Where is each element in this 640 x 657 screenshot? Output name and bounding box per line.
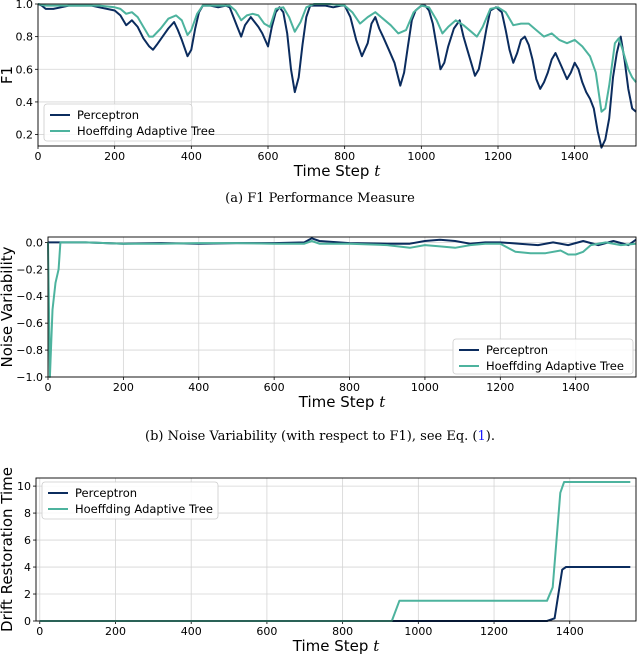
- y-tick-label: −0.8: [16, 344, 43, 357]
- x-tick-label: 400: [188, 381, 209, 394]
- y-axis-label: Noise Variability: [0, 246, 16, 367]
- series-line-hat: [37, 3, 637, 113]
- y-tick-label: 0.8: [16, 31, 34, 44]
- legend-box: [43, 103, 193, 142]
- x-tick-label: 400: [181, 625, 202, 638]
- y-tick-label: −1.0: [16, 371, 43, 384]
- x-tick-label: 600: [258, 150, 279, 163]
- x-tick-label: 0: [35, 150, 42, 163]
- legend-label: Perceptron: [77, 108, 139, 122]
- x-tick-label: 400: [181, 150, 202, 163]
- y-tick-label: 2: [24, 588, 31, 601]
- y-tick-label: 0.6: [16, 63, 34, 76]
- legend: Perceptron Hoeffding Adaptive Tree: [452, 338, 634, 375]
- y-axis-label: F1: [0, 66, 16, 84]
- y-tick-label: 0.2: [16, 129, 34, 142]
- x-tick-label: 800: [332, 625, 353, 638]
- y-tick-label: −0.4: [16, 290, 43, 303]
- y-tick-label: 4: [24, 561, 31, 574]
- x-axis-variable: t: [379, 393, 386, 411]
- x-tick-label: 1200: [484, 150, 512, 163]
- plot-frame: [35, 477, 637, 622]
- x-axis-label: Time Step t: [298, 393, 386, 411]
- y-tick-label: −0.2: [16, 263, 43, 276]
- y-tick-label: 10: [17, 480, 31, 493]
- x-tick-label: 600: [256, 625, 277, 638]
- caption-a: (a) F1 Performance Measure: [225, 191, 415, 206]
- caption-b-end: ).: [486, 429, 495, 444]
- x-tick-label: 200: [104, 150, 125, 163]
- legend-label: Hoeffding Adaptive Tree: [75, 502, 213, 516]
- x-axis-variable: t: [373, 637, 380, 655]
- equation-ref-link[interactable]: 1: [477, 429, 485, 444]
- noise-chart: 0 200 400 600 800 1000 1200 1400 0.0 −0.2 −0.4 −0.6…: [0, 236, 637, 411]
- y-tick-label: 0.0: [26, 236, 44, 249]
- x-tick-label: 1400: [556, 625, 584, 638]
- y-tick-label: −0.6: [16, 317, 43, 330]
- series-line-hat: [39, 481, 631, 622]
- series-line-perceptron: [37, 3, 637, 149]
- y-tick-label: 6: [24, 534, 31, 547]
- y-tick-label: 0: [24, 615, 31, 628]
- y-tick-label: 0.4: [16, 96, 34, 109]
- legend-box: [41, 481, 219, 520]
- x-axis-label: Time Step t: [292, 637, 380, 655]
- y-axis-label: Drift Restoration Time: [0, 467, 16, 632]
- series-line-hat: [47, 240, 637, 378]
- x-tick-label: 600: [264, 381, 285, 394]
- legend-label: Perceptron: [486, 343, 548, 357]
- x-tick-label: 200: [105, 625, 126, 638]
- plot-frame: [47, 236, 637, 378]
- legend-label: Perceptron: [75, 486, 137, 500]
- x-tick-label: 1200: [480, 625, 508, 638]
- plot-frame: [37, 3, 637, 147]
- f1-chart: 0 200 400 600 800 1000 1200 1400 1.0 0.8 0.6 0.4 0.2…: [0, 0, 637, 180]
- x-tick-label: 1400: [562, 381, 590, 394]
- legend-label: Hoeffding Adaptive Tree: [486, 359, 624, 373]
- x-tick-label: 1200: [486, 381, 514, 394]
- caption-b-text: (b) Noise Variability (with respect to F…: [145, 429, 477, 444]
- x-tick-label: 1000: [407, 150, 435, 163]
- y-tick-label: 1.0: [16, 0, 34, 11]
- x-tick-label: 1000: [404, 625, 432, 638]
- x-axis-label: Time Step t: [293, 162, 381, 180]
- x-tick-label: 1400: [561, 150, 589, 163]
- legend: Perceptron Hoeffding Adaptive Tree: [43, 103, 215, 142]
- legend-label: Hoeffding Adaptive Tree: [77, 124, 215, 138]
- x-tick-label: 0: [36, 625, 43, 638]
- y-tick-label: 8: [24, 507, 31, 520]
- x-tick-label: 800: [334, 150, 355, 163]
- legend: Perceptron Hoeffding Adaptive Tree: [41, 481, 219, 520]
- x-tick-label: 200: [113, 381, 134, 394]
- legend-box: [452, 338, 634, 375]
- x-tick-label: 0: [45, 381, 52, 394]
- x-tick-label: 800: [339, 381, 360, 394]
- caption-b: (b) Noise Variability (with respect to F…: [145, 429, 495, 444]
- drift-chart: 0 200 400 600 800 1000 1200 1400 0 2 4 6 8 10 Time Ste…: [0, 467, 637, 655]
- x-axis-variable: t: [374, 162, 381, 180]
- x-tick-label: 1000: [411, 381, 439, 394]
